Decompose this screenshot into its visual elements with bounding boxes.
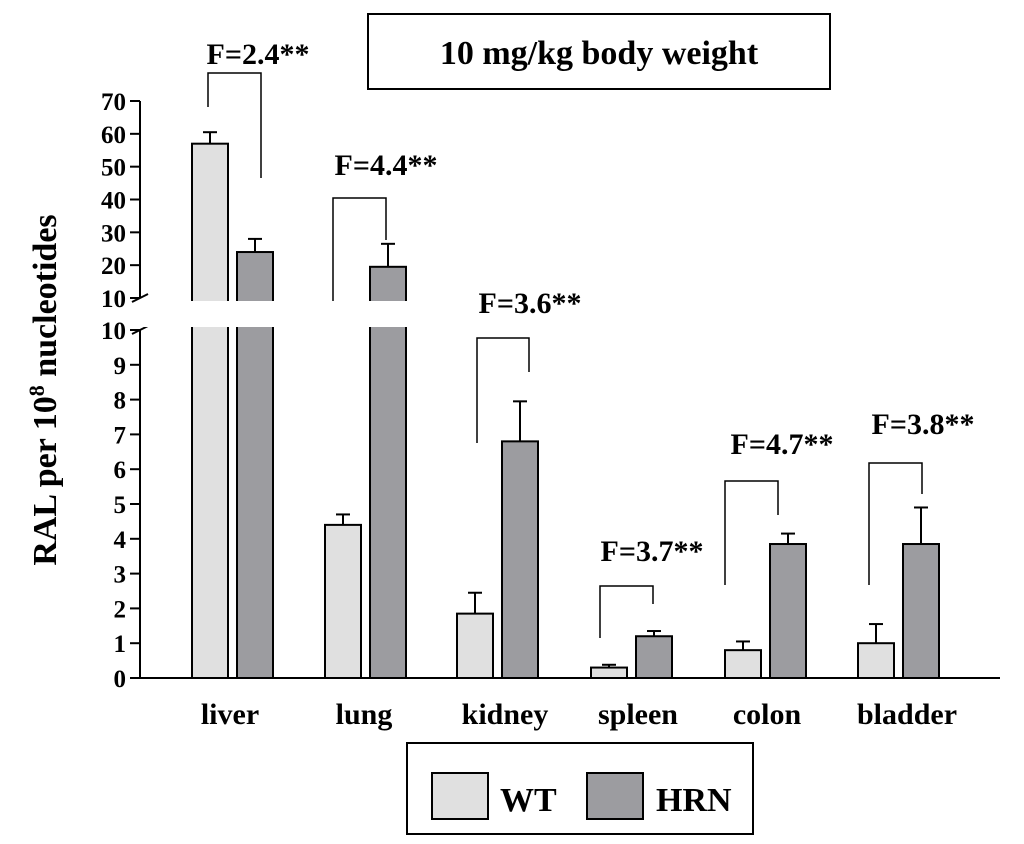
y-tick-label: 7 (114, 422, 127, 449)
bar-wt-bladder (857, 642, 895, 680)
y-tick-label: 4 (114, 527, 127, 554)
bar-wt-liver (191, 142, 229, 679)
legend-label-wt: WT (500, 782, 557, 819)
bars (144, 142, 1014, 680)
category-label-lung: lung (336, 698, 393, 731)
bar-hrn-colon (769, 543, 807, 680)
y-tick-label: 10 (101, 318, 126, 345)
y-tick-label: 8 (114, 388, 127, 415)
chart-title: 10 mg/kg body weight (440, 35, 759, 72)
y-tick-label: 5 (114, 492, 127, 519)
significance-bracket (868, 462, 923, 585)
significance-bracket (724, 480, 779, 585)
bar-wt-kidney (456, 612, 494, 679)
bar-hrn-kidney (501, 440, 539, 679)
y-tick-label: 30 (101, 220, 126, 247)
y-tick-label: 40 (101, 188, 126, 215)
legend-swatch-hrn (586, 772, 644, 820)
significance-label: F=2.4** (207, 38, 310, 71)
y-tick-label: 10 (101, 286, 126, 313)
y-tick-label: 1 (114, 631, 127, 658)
significance-label: F=3.6** (479, 287, 582, 320)
legend: WT HRN (406, 742, 754, 835)
y-tick-label: 6 (114, 457, 127, 484)
y-tick-label: 3 (114, 562, 127, 589)
bar-wt-colon (724, 649, 762, 679)
y-axis-label-superscript: 8 (24, 385, 49, 396)
y-axis-label: RAL per 108 nucleotides (24, 214, 64, 565)
significance-bracket (332, 197, 387, 301)
category-label-bladder: bladder (857, 698, 957, 731)
significance-bracket (599, 585, 654, 638)
significance-bracket (207, 72, 262, 178)
bar-hrn-spleen (635, 635, 673, 679)
y-axis-label-tail: nucleotides (27, 214, 64, 385)
title-frame (367, 13, 831, 90)
y-tick-label: 70 (101, 89, 126, 116)
significance-label: F=3.7** (601, 535, 704, 568)
category-label-kidney: kidney (462, 698, 549, 731)
significance-label: F=4.7** (731, 428, 834, 461)
error-bars (203, 131, 928, 668)
y-ticks: 0 1 2 3 4 5 6 7 8 9 10 10 20 30 40 50 60 70 (101, 89, 140, 693)
category-label-colon: colon (733, 698, 802, 731)
y-axis-label-main: RAL per 10 (27, 396, 64, 565)
y-tick-label: 60 (101, 122, 126, 149)
category-labels: liver lung kidney spleen colon bladder (201, 698, 957, 731)
y-tick-label: 0 (114, 666, 127, 693)
axis-break-gap (144, 301, 1014, 327)
bar-hrn-bladder (902, 543, 940, 680)
bar-wt-lung (324, 523, 362, 679)
y-tick-label: 50 (101, 155, 126, 182)
significance-bracket (476, 337, 530, 443)
significance-label: F=4.4** (335, 149, 438, 182)
significance-label: F=3.8** (872, 408, 975, 441)
bar-hrn-lung (369, 265, 407, 679)
legend-label-hrn: HRN (656, 782, 732, 819)
title-box: 10 mg/kg body weight (367, 13, 831, 90)
annotations: F=2.4** F=4.4** F=3.6** F=3.7** F=4.7** F=3.8… (207, 38, 975, 638)
category-label-spleen: spleen (598, 698, 678, 731)
legend-swatch-wt (431, 772, 489, 820)
y-tick-label: 9 (114, 353, 127, 380)
y-tick-label: 20 (101, 253, 126, 280)
y-tick-label: 2 (114, 596, 127, 623)
category-label-liver: liver (201, 698, 259, 731)
bar-wt-spleen (590, 666, 628, 679)
